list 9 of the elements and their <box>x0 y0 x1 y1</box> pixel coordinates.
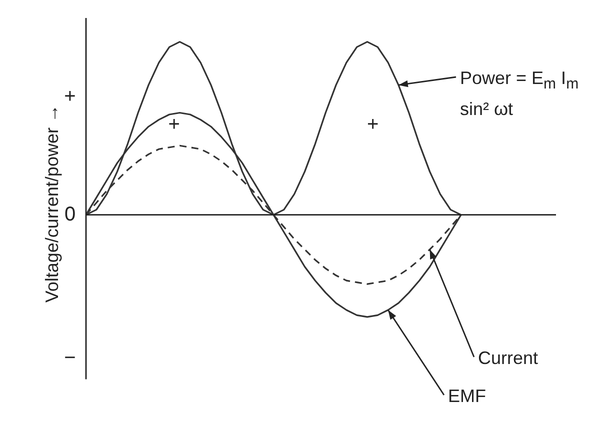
y-axis-title: Voltage/current/power → <box>42 104 62 303</box>
text: + <box>64 86 76 108</box>
annotation: + <box>168 113 180 136</box>
annotation: + <box>367 113 379 136</box>
text: Current <box>478 347 538 370</box>
text: Power = E$_{m}$ I$_{m}$ sin² ωt <box>460 68 579 119</box>
text: EMF <box>448 385 486 408</box>
text: 0 <box>64 203 76 226</box>
text: − <box>64 346 76 369</box>
